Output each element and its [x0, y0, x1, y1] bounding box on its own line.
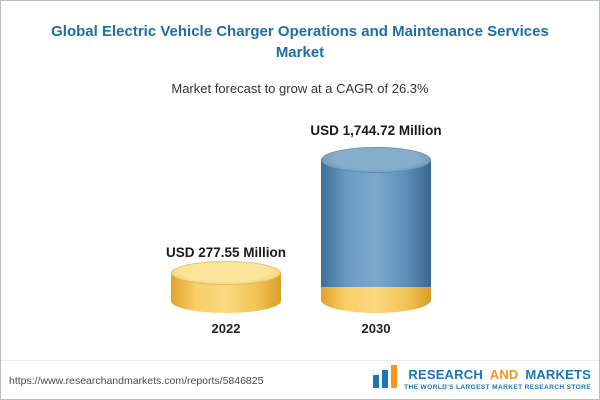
bar-2030-value-label: USD 1,744.72 Million	[310, 123, 442, 138]
x-axis-label-2030: 2030	[361, 321, 391, 336]
bar-2022-value-label: USD 277.55 Million	[165, 245, 287, 260]
logo-text-block: RESEARCH AND MARKETS THE WORLD'S LARGEST…	[404, 367, 591, 391]
logo-tagline: THE WORLD'S LARGEST MARKET RESEARCH STOR…	[404, 383, 591, 391]
research-and-markets-logo[interactable]: RESEARCH AND MARKETS THE WORLD'S LARGEST…	[372, 365, 591, 394]
research-and-markets-logo-icon	[372, 365, 398, 394]
bar-2030-body	[321, 160, 431, 313]
logo-name-and: AND	[489, 367, 519, 383]
chart-subtitle: Market forecast to grow at a CAGR of 26.…	[171, 81, 429, 96]
footer-bar: https://www.researchandmarkets.com/repor…	[1, 360, 599, 399]
bar-2030-top-ellipse	[321, 147, 431, 173]
bar-2030-cylinder	[321, 147, 431, 313]
bar-2030-blue-segment	[321, 160, 431, 287]
x-axis-label-2022: 2022	[211, 321, 241, 336]
logo-name-markets: MARKETS	[525, 367, 591, 383]
bar-2022-cylinder	[171, 261, 281, 313]
bar-2030-yellow-base-segment	[321, 287, 431, 313]
page-title: Global Electric Vehicle Charger Operatio…	[51, 23, 549, 61]
report-url-link[interactable]: https://www.researchandmarkets.com/repor…	[9, 375, 264, 387]
bar-2022-top-ellipse	[171, 261, 281, 285]
logo-name: RESEARCH AND MARKETS	[408, 367, 591, 383]
logo-name-research: RESEARCH	[408, 367, 483, 383]
